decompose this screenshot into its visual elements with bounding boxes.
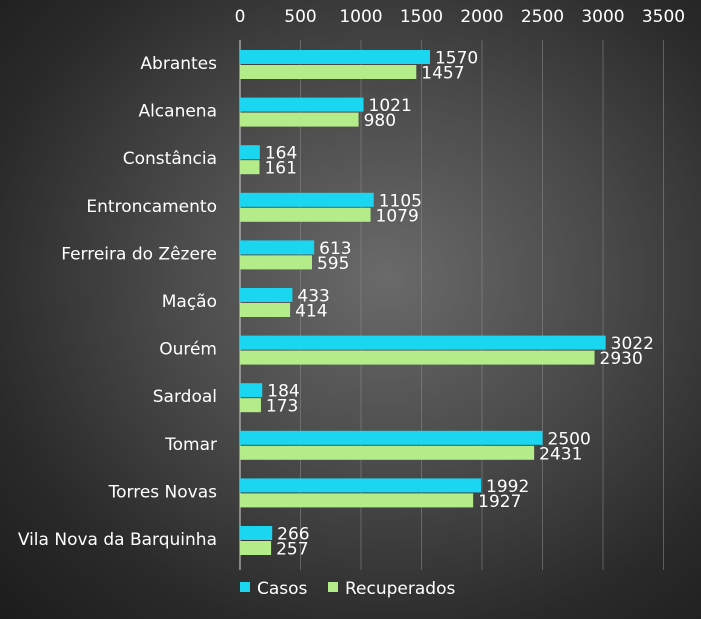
value-label: 595 — [317, 254, 349, 274]
x-tick-label: 2000 — [460, 7, 503, 27]
value-label: 2930 — [600, 349, 643, 369]
category-label: Entroncamento — [86, 197, 217, 217]
x-tick-label: 2500 — [521, 7, 564, 27]
bar-recuperados — [240, 112, 359, 127]
x-tick-label: 1000 — [339, 7, 382, 27]
category-label: Ourém — [159, 340, 217, 360]
category-label: Ferreira do Zêzere — [61, 244, 217, 264]
bar-casos — [240, 526, 273, 540]
x-axis-ticks: 0 500 1000 1500 2000 2500 3000 3500 — [235, 7, 686, 27]
bar-recuperados — [240, 493, 474, 508]
bar-recuperados — [240, 65, 417, 79]
value-label: 433 — [297, 287, 329, 307]
bar-casos — [240, 478, 482, 493]
bar-casos — [240, 240, 315, 255]
legend-label: Recuperados — [345, 579, 455, 599]
value-label: 2431 — [539, 444, 582, 464]
category-label: Mação — [162, 292, 217, 312]
bar-recuperados — [240, 160, 260, 175]
value-label: 1021 — [369, 96, 412, 116]
bars — [240, 50, 606, 555]
bar-recuperados — [240, 398, 261, 413]
category-label: Torres Novas — [108, 482, 218, 502]
bar-casos — [240, 335, 606, 350]
value-label: 613 — [319, 239, 351, 259]
x-tick-label: 3000 — [581, 7, 624, 27]
category-label: Sardoal — [153, 387, 217, 407]
value-label: 1105 — [379, 191, 422, 211]
x-tick-label: 0 — [235, 7, 246, 27]
bar-recuperados — [240, 445, 535, 460]
value-label: 980 — [364, 111, 396, 131]
value-label: 161 — [264, 159, 296, 179]
bar-casos — [240, 145, 260, 160]
bar-casos — [240, 288, 293, 302]
x-tick-label: 3500 — [642, 7, 685, 27]
bar-casos — [240, 50, 430, 64]
bar-recuperados — [240, 541, 272, 555]
bar-recuperados — [240, 255, 312, 270]
value-label: 1570 — [435, 49, 478, 69]
value-label: 173 — [266, 397, 298, 417]
bar-recuperados — [240, 303, 291, 317]
legend: Casos Recuperados — [240, 579, 455, 599]
value-label: 414 — [295, 302, 327, 322]
bar-casos — [240, 383, 263, 398]
value-label: 164 — [265, 144, 297, 164]
x-tick-label: 500 — [284, 7, 316, 27]
bar-recuperados — [240, 207, 371, 222]
value-label: 1079 — [376, 206, 419, 226]
category-label: Abrantes — [140, 54, 217, 74]
value-label: 3022 — [611, 334, 654, 354]
value-label: 1992 — [486, 477, 529, 497]
legend-swatch — [328, 582, 338, 592]
x-tick-label: 1500 — [400, 7, 443, 27]
bar-casos — [240, 430, 543, 445]
value-label: 266 — [277, 525, 309, 545]
value-label: 257 — [276, 540, 308, 560]
bar-casos — [240, 192, 374, 207]
value-label: 184 — [267, 382, 299, 402]
bar-recuperados — [240, 350, 595, 365]
category-label: Vila Nova da Barquinha — [18, 530, 217, 550]
bar-casos — [240, 97, 364, 112]
value-label: 1457 — [421, 64, 464, 84]
category-label: Constância — [123, 149, 217, 169]
legend-label: Casos — [257, 579, 308, 599]
category-labels: Abrantes Alcanena Constância Entroncamento F… — [18, 54, 217, 550]
value-label: 1927 — [478, 492, 521, 512]
category-label: Tomar — [164, 435, 217, 455]
grid-lines — [239, 40, 664, 570]
value-label: 2500 — [548, 429, 591, 449]
legend-swatch — [240, 582, 250, 592]
category-label: Alcanena — [138, 102, 217, 122]
